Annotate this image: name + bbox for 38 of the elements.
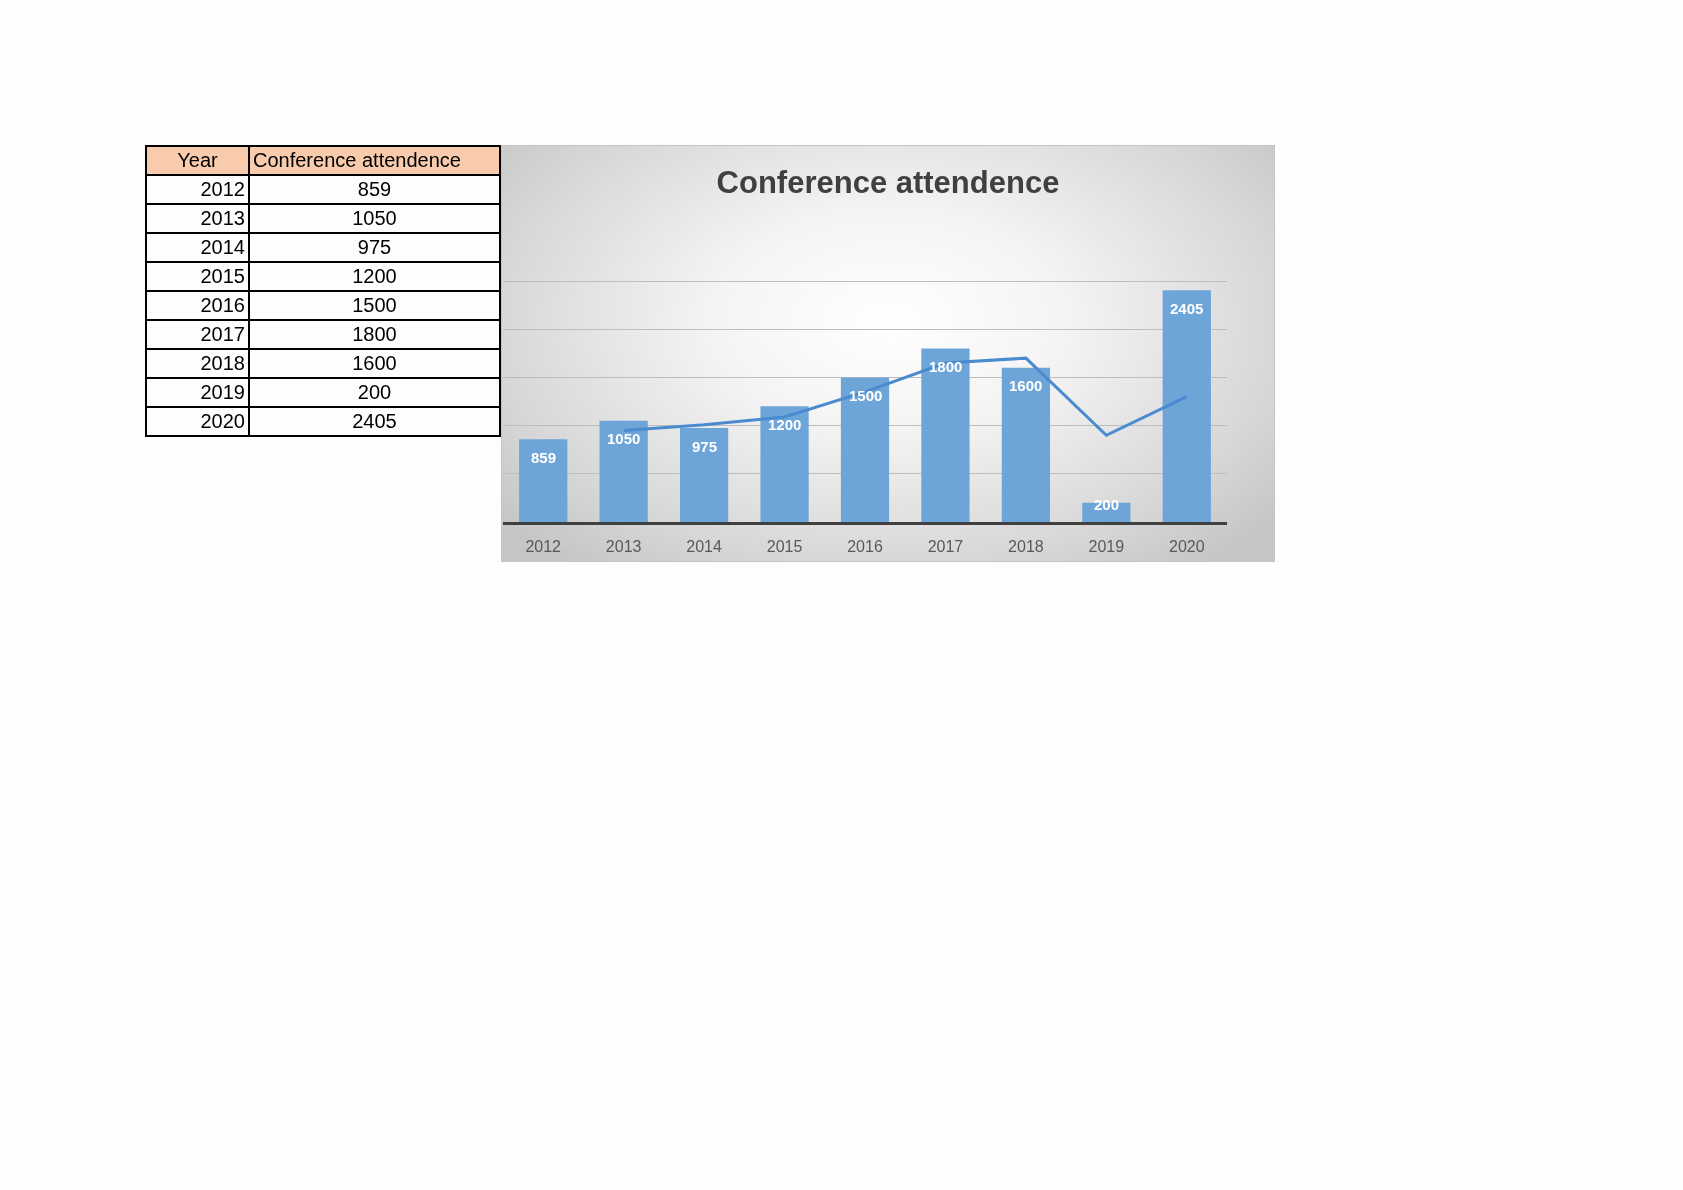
data-label: 1200	[768, 416, 802, 433]
data-label: 1050	[607, 430, 641, 447]
data-label: 975	[692, 438, 718, 455]
category-label: 2017	[200, 323, 245, 345]
x-tick-label: 2012	[525, 538, 562, 556]
x-tick-label: 2020	[1168, 538, 1205, 556]
x-tick-label: 2019	[1088, 538, 1125, 556]
text: 1500	[352, 294, 397, 316]
x-tick-label: 2016	[847, 538, 883, 556]
data-label: 1600	[1009, 377, 1043, 394]
chart-title: Conference attendence	[716, 165, 1060, 201]
category-label: 2018	[200, 352, 245, 374]
category-label: 2020	[200, 410, 245, 432]
x-tick-label: 2018	[1008, 538, 1044, 556]
data-label: 2405	[1170, 300, 1204, 317]
text: 200	[357, 381, 392, 403]
text: 1200	[352, 265, 397, 287]
text: 975	[357, 236, 392, 258]
x-tick-label: 2017	[927, 538, 964, 556]
text: 1800	[352, 323, 397, 345]
x-tick-label: 2014	[686, 538, 723, 556]
category-label: 2019	[200, 381, 245, 403]
category-label: 2013	[200, 207, 245, 229]
data-label: 859	[531, 449, 557, 466]
text: 1050	[352, 207, 397, 229]
category-label: 2012	[200, 178, 245, 200]
category-label: 2014	[200, 236, 245, 258]
text: Conference attendence	[249, 146, 500, 175]
text: Year	[146, 146, 249, 175]
data-label: 1800	[929, 358, 963, 375]
data-label: 1500	[849, 387, 883, 404]
category-label: 2015	[200, 265, 245, 287]
x-tick-label: 2015	[766, 538, 803, 556]
text: 2405	[352, 410, 397, 432]
text: 859	[357, 178, 392, 200]
text: 1600	[352, 352, 397, 374]
category-label: 2016	[200, 294, 245, 316]
x-tick-label: 2013	[605, 538, 642, 556]
